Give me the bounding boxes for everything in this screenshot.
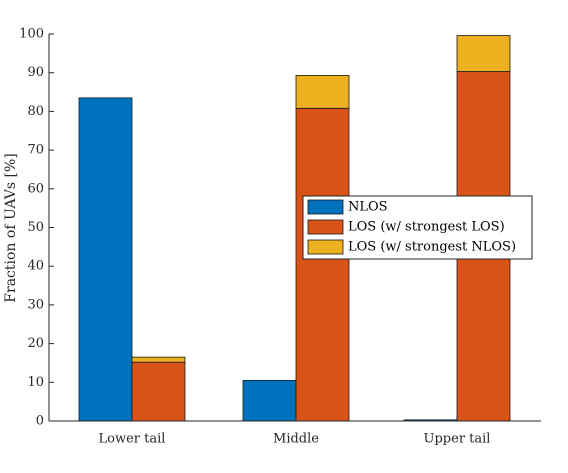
y-tick-label: 10 [27, 375, 44, 390]
bar-los-w-strongest-nlos--lower-tail [131, 356, 186, 363]
bar-los-w-strongest-nlos--upper-tail [456, 35, 511, 72]
bar-los-w-strongest-nlos--middle [295, 75, 350, 109]
bar-nlos-lower-tail [78, 97, 133, 422]
y-tick-label: 20 [27, 336, 44, 351]
x-tick-label: Middle [273, 432, 319, 447]
legend-entry-label: LOS (w/ strongest LOS) [348, 220, 505, 235]
y-tick-label: 60 [27, 181, 44, 196]
bar-los-w-strongest-los--middle [295, 107, 350, 422]
y-tick-label: 80 [27, 104, 44, 119]
y-tick-label: 40 [27, 259, 44, 274]
y-tick-label: 0 [36, 414, 44, 429]
y-tick-label: 70 [27, 143, 44, 158]
y-tick-label: 50 [27, 220, 44, 235]
bars [78, 35, 511, 422]
x-tick-label: Lower tail [99, 432, 166, 447]
bar-nlos-middle [242, 379, 297, 422]
legend-swatch [307, 239, 344, 255]
legend-swatch [307, 219, 344, 235]
legend-swatch [307, 199, 344, 215]
y-axis-label: Fraction of UAVs [%] [3, 153, 19, 302]
x-axis-tick-labels: Lower tail Middle Upper tail [99, 432, 491, 447]
legend-entry-label: NLOS [348, 200, 388, 215]
legend: NLOS LOS (w/ strongest LOS) LOS (w/ strong… [302, 195, 533, 260]
y-tick-label: 100 [19, 27, 44, 42]
y-tick-label: 30 [27, 297, 44, 312]
y-axis-ticks: 0 10 20 30 40 50 60 70 80 90 100 [19, 27, 54, 429]
legend-entry-label: LOS (w/ strongest NLOS) [348, 240, 516, 255]
axes [48, 34, 541, 422]
x-tick-label: Upper tail [424, 432, 491, 447]
y-tick-label: 90 [27, 65, 44, 80]
bar-los-w-strongest-los--lower-tail [131, 361, 186, 422]
